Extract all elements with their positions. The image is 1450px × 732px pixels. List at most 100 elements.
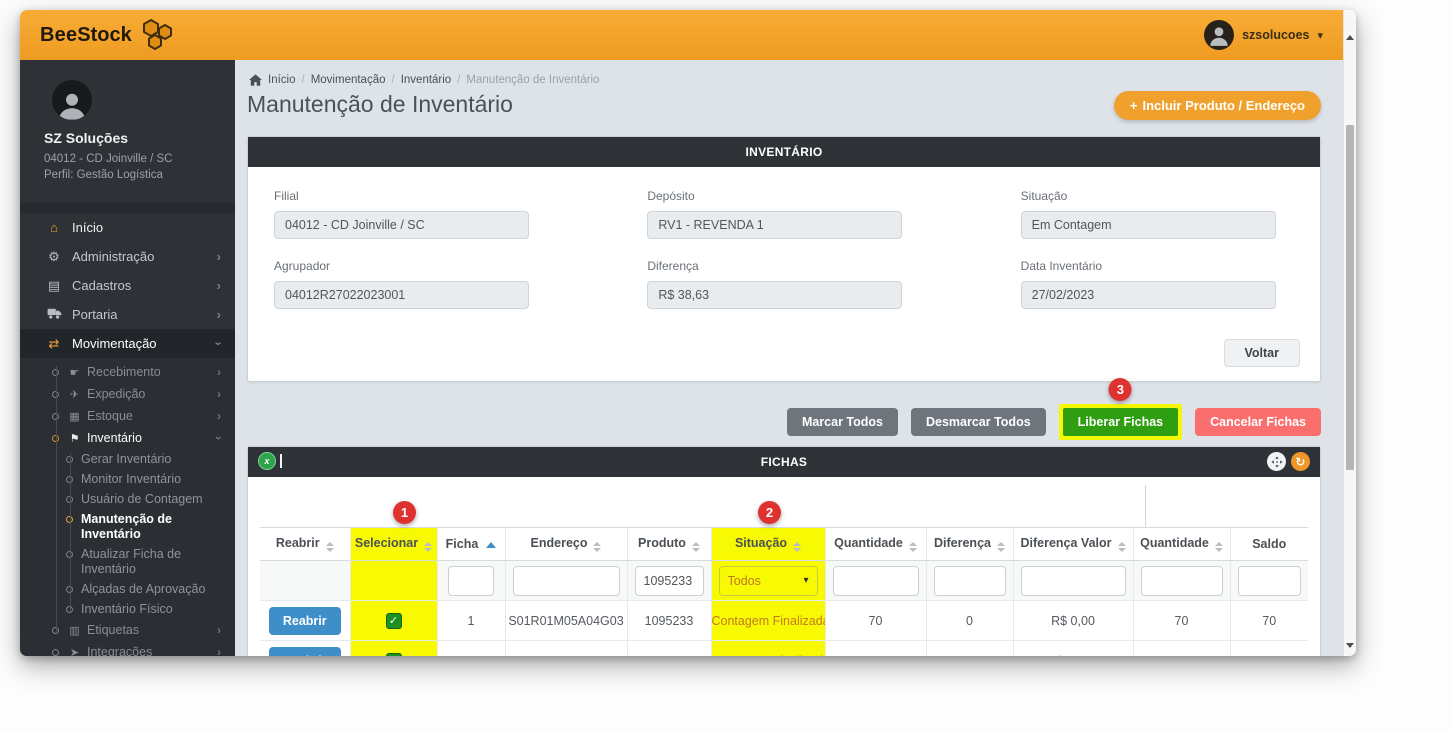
filter-quantidade-input[interactable] [832, 565, 919, 596]
bullet-icon [66, 586, 73, 593]
fichas-action-bar: Marcar Todos Desmarcar Todos 3 Liberar F… [247, 378, 1321, 440]
filter-diferenca-cell [925, 560, 1013, 601]
tree-line [56, 366, 57, 635]
cell-quantidade: 70 [824, 600, 926, 641]
refresh-icon[interactable]: ↻ [1291, 452, 1310, 471]
vertical-scrollbar[interactable] [1343, 10, 1356, 656]
col-header-ficha[interactable]: Ficha [436, 527, 505, 561]
reabrir-button[interactable]: Reabrir [268, 646, 341, 656]
filter-ficha-input[interactable] [448, 565, 494, 596]
breadcrumb-inicio[interactable]: Início [268, 74, 296, 86]
filter-endereco-cell [504, 560, 627, 601]
chevron-right-icon: › [217, 623, 221, 637]
col-header-situacao[interactable]: Situação [710, 527, 825, 561]
col-header-quantidade[interactable]: Quantidade [824, 527, 926, 561]
bullet-icon [52, 390, 59, 398]
filter-produto-input[interactable] [634, 565, 704, 596]
cell-situacao: Contagem Finalizada [710, 640, 825, 656]
cancelar-fichas-button[interactable]: Cancelar Fichas [1195, 408, 1321, 436]
col-header-selecionar[interactable]: Selecionar [349, 527, 437, 561]
sidebar-item-manutencao-de-inventario[interactable]: Manutenção de Inventário [20, 509, 235, 544]
inventario-panel: INVENTÁRIO Filial 04012 - CD Joinville /… [247, 136, 1321, 382]
sidebar-item-movimentacao[interactable]: ⇄ Movimentação › [20, 329, 235, 358]
beestock-logo[interactable]: Bee Stock [40, 19, 174, 51]
sort-icon [996, 542, 1005, 552]
sort-icon [1214, 542, 1223, 552]
field-deposito: Depósito RV1 - REVENDA 1 [647, 189, 920, 239]
sidebar-item-cadastros[interactable]: ▤ Cadastros › [20, 271, 235, 300]
user-menu[interactable]: szsolucoes ▾ [1204, 20, 1323, 50]
col-header-diferenca[interactable]: Diferença [925, 527, 1013, 561]
row-checkbox-checked[interactable]: ✓ [385, 612, 402, 629]
text-cursor-bar [280, 454, 282, 468]
bullet-icon [66, 606, 73, 613]
row-checkbox-checked[interactable]: ✓ [385, 652, 402, 656]
sidebar-item-expedicao[interactable]: ✈ Expedição › [20, 383, 235, 405]
bullet-icon [52, 434, 59, 442]
sidebar-item-inventario[interactable]: ⚑ Inventário › [20, 427, 235, 449]
sidebar-item-integracoes[interactable]: ➤ Integrações › [20, 641, 235, 656]
filter-diferenca-input[interactable] [933, 565, 1006, 596]
desmarcar-todos-button[interactable]: Desmarcar Todos [910, 408, 1046, 436]
sidebar-item-inventario-fisico[interactable]: Inventário Físico [20, 599, 235, 619]
situacao-value: Em Contagem [1020, 211, 1276, 239]
liberar-fichas-button[interactable]: Liberar Fichas [1062, 408, 1179, 436]
marcar-todos-button[interactable]: Marcar Todos [786, 408, 898, 436]
user-profile: Perfil: Gestão Logística [44, 169, 163, 181]
col-header-saldo[interactable]: Saldo [1229, 527, 1308, 561]
col-header-diferenca-valor[interactable]: Diferença Valor [1012, 527, 1133, 561]
person-icon [1210, 27, 1228, 46]
hand-icon: ☛ [69, 366, 80, 379]
filter-situacao-select[interactable]: Todos ▾ [718, 565, 818, 596]
cell-diferenca-valor: R$ 0,00 [1012, 600, 1133, 641]
cell-endereco: S01R03M04A05G02 [504, 640, 627, 656]
sidebar-item-administracao[interactable]: ⚙ Administração › [20, 242, 235, 271]
table-filter-row: Todos ▾ [260, 560, 1308, 601]
sidebar-item-portaria[interactable]: Portaria › [20, 300, 235, 329]
cell-produto: 1095233 [626, 640, 711, 656]
breadcrumb-movimentacao[interactable]: Movimentação [310, 74, 386, 86]
field-situacao: Situação Em Contagem [1020, 189, 1294, 239]
field-diferenca: Diferença R$ 38,63 [647, 259, 920, 309]
sidebar-item-alcadas-de-aprovacao[interactable]: Alçadas de Aprovação [20, 579, 235, 599]
chevron-right-icon: › [216, 249, 221, 264]
filter-endereco-input[interactable] [512, 565, 620, 596]
sidebar-item-estoque[interactable]: ▦ Estoque › [20, 405, 235, 427]
chevron-right-icon: › [217, 409, 221, 423]
sidebar-item-inicio[interactable]: ⌂ Início [20, 213, 235, 242]
plus-icon: + [1129, 98, 1138, 113]
inventario-panel-title: INVENTÁRIO [248, 137, 1320, 167]
breadcrumb-inventario[interactable]: Inventário [400, 74, 452, 86]
sidebar: SZ Soluções 04012 - CD Joinville / SC Pe… [20, 60, 235, 656]
fichas-panel-title: FICHAS [760, 455, 808, 469]
col-header-quantidade-2[interactable]: Quantidade [1132, 527, 1230, 561]
col-header-reabrir[interactable]: Reabrir [260, 527, 350, 561]
voltar-button[interactable]: Voltar [1223, 339, 1300, 367]
move-panel-icon[interactable] [1267, 452, 1286, 471]
sidebar-item-atualizar-ficha[interactable]: Atualizar Ficha de Inventário [20, 544, 235, 579]
sidebar-item-gerar-inventario[interactable]: Gerar Inventário [20, 449, 235, 469]
person-icon [59, 93, 85, 120]
sidebar-item-usuario-de-contagem[interactable]: Usuário de Contagem [20, 489, 235, 509]
filter-saldo-input[interactable] [1237, 565, 1301, 596]
avatar [1204, 20, 1235, 50]
filter-produto-cell [626, 560, 711, 601]
bullet-icon [66, 516, 73, 523]
scroll-up-arrow[interactable] [1344, 30, 1356, 44]
col-header-endereco[interactable]: Endereço [504, 527, 627, 561]
scrollbar-thumb[interactable] [1346, 125, 1354, 470]
scroll-down-arrow[interactable] [1344, 638, 1356, 652]
sidebar-item-recebimento[interactable]: ☛ Recebimento › [20, 361, 235, 383]
col-header-produto[interactable]: Produto [626, 527, 711, 561]
column-group-divider [1145, 485, 1146, 527]
filter-diferenca-valor-input[interactable] [1020, 565, 1126, 596]
sidebar-item-etiquetas[interactable]: ▥ Etiquetas › [20, 619, 235, 641]
sort-icon [424, 542, 433, 552]
sidebar-item-monitor-inventario[interactable]: Monitor Inventário [20, 469, 235, 489]
incluir-produto-endereco-button[interactable]: + Incluir Produto / Endereço [1113, 91, 1321, 120]
filter-quantidade2-input[interactable] [1140, 565, 1223, 596]
filter-ficha-cell [436, 560, 505, 601]
reabrir-button[interactable]: Reabrir [268, 606, 341, 635]
export-excel-icon[interactable]: x [258, 452, 276, 470]
